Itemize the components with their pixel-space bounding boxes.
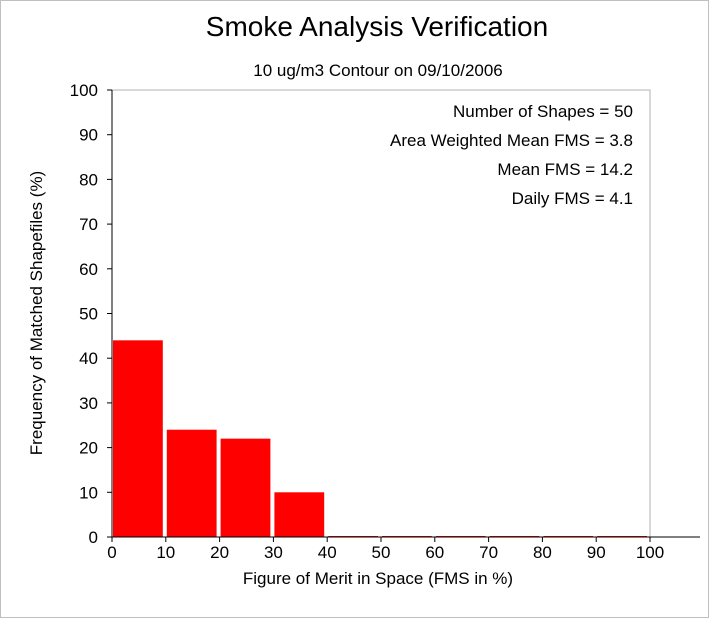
bars-group bbox=[113, 340, 647, 537]
y-tick-label-60: 60 bbox=[79, 260, 98, 279]
x-tick-label-100: 100 bbox=[636, 543, 664, 562]
y-tick-label-0: 0 bbox=[89, 528, 98, 547]
tick-labels-group: 0 10 20 30 40 50 60 70 80 90 100 0 10 20 30 40 50 60 70 80 9… bbox=[70, 81, 665, 562]
annotation-mean-fms: Mean FMS = 14.2 bbox=[497, 160, 633, 179]
annotation-block: Number of Shapes = 50 Area Weighted Mean… bbox=[390, 102, 633, 208]
x-axis-label: Figure of Merit in Space (FMS in %) bbox=[243, 569, 513, 588]
y-tick-label-70: 70 bbox=[79, 215, 98, 234]
x-tick-label-80: 80 bbox=[533, 543, 552, 562]
x-tick-label-30: 30 bbox=[264, 543, 283, 562]
bar-10-20 bbox=[166, 429, 217, 537]
annotation-daily-fms: Daily FMS = 4.1 bbox=[512, 189, 633, 208]
y-tick-label-90: 90 bbox=[79, 126, 98, 145]
annotation-number-of-shapes: Number of Shapes = 50 bbox=[453, 102, 633, 121]
x-tick-label-50: 50 bbox=[372, 543, 391, 562]
x-tick-label-10: 10 bbox=[156, 543, 175, 562]
x-tick-label-60: 60 bbox=[425, 543, 444, 562]
y-tick-label-100: 100 bbox=[70, 81, 98, 100]
chart-subtitle: 10 ug/m3 Contour on 09/10/2006 bbox=[253, 61, 503, 80]
y-tick-label-20: 20 bbox=[79, 439, 98, 458]
y-axis-label: Frequency of Matched Shapefiles (%) bbox=[27, 171, 46, 455]
bar-20-30 bbox=[220, 438, 271, 537]
x-tick-label-20: 20 bbox=[210, 543, 229, 562]
x-tick-label-70: 70 bbox=[479, 543, 498, 562]
x-tick-label-90: 90 bbox=[587, 543, 606, 562]
x-tick-label-40: 40 bbox=[318, 543, 337, 562]
bar-30-40 bbox=[274, 492, 325, 537]
y-tick-label-30: 30 bbox=[79, 394, 98, 413]
bar-0-10 bbox=[113, 340, 163, 537]
y-tick-label-10: 10 bbox=[79, 483, 98, 502]
annotation-area-weighted-mean: Area Weighted Mean FMS = 3.8 bbox=[390, 131, 633, 150]
axes-group bbox=[107, 89, 700, 542]
x-tick-label-0: 0 bbox=[107, 543, 116, 562]
chart-title: Smoke Analysis Verification bbox=[206, 11, 548, 42]
y-tick-label-80: 80 bbox=[79, 170, 98, 189]
y-tick-label-40: 40 bbox=[79, 349, 98, 368]
y-tick-label-50: 50 bbox=[79, 305, 98, 324]
